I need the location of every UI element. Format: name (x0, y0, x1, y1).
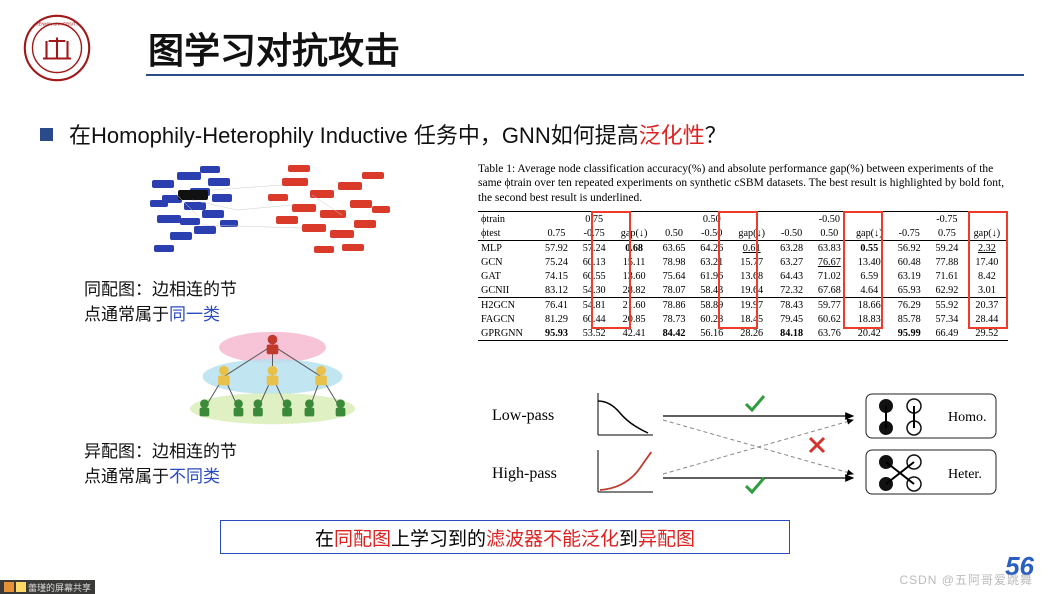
person-icon (4, 582, 14, 592)
bullet-square-icon (40, 128, 53, 141)
heterophily-caption-l1: 异配图：边相连的节 (84, 442, 237, 461)
filter-diagram: Low-pass High-pass (488, 388, 1008, 503)
table-row: GAT74.1560.5513.6075.6461.9613.6864.4371… (478, 269, 1008, 283)
screen-icon (16, 582, 26, 592)
lowpass-label: Low-pass (492, 407, 554, 424)
main-bullet: 在Homophily-Heterophily Inductive 任务中，GNN… (40, 118, 727, 150)
screenshare-footer: 蕾瑾的屏幕共享 (0, 580, 95, 594)
header-test: ϕtest (478, 226, 538, 241)
highpass-label: High-pass (492, 465, 557, 482)
table-row: FAGCN81.2960.4420.8578.7360.2818.4579.45… (478, 312, 1008, 326)
heterophily-caption-l2-hi: 不同类 (169, 467, 220, 486)
table-row: GCN75.2460.1315.1178.9863.2115.7763.2776… (478, 255, 1008, 269)
screenshare-label: 蕾瑾的屏幕共享 (28, 581, 91, 594)
homophily-caption: 同配图：边相连的节 点通常属于同一类 (84, 278, 237, 327)
conclusion-b: 滤波器不能泛化 (486, 524, 619, 551)
table-row: GCNII83.1254.3028.8278.0758.4319.6472.32… (478, 283, 1008, 298)
bullet-text-post: ？ (705, 123, 727, 148)
conclusion-post1: 到 (619, 524, 638, 551)
homophily-caption-l2-hi: 同一类 (169, 305, 220, 324)
header-train: ϕtrain (478, 212, 538, 227)
homophily-caption-l1: 同配图：边相连的节 (84, 280, 237, 299)
homophily-caption-l2-pre: 点通常属于 (84, 305, 169, 324)
slide-title: 图学习对抗攻击 (148, 22, 400, 74)
conclusion-box: 在同配图上学习到的滤波器不能泛化到异配图 (220, 520, 790, 554)
check-icon (746, 396, 764, 410)
cross-icon (810, 438, 824, 452)
heterophily-caption: 异配图：边相连的节 点通常属于不同类 (84, 440, 237, 489)
results-table-block: Table 1: Average node classification acc… (478, 162, 1008, 341)
heterophily-figure (185, 326, 360, 426)
svg-text:RENMIN UNIVERSITY: RENMIN UNIVERSITY (36, 22, 79, 27)
homophily-cluster-figure (142, 160, 392, 270)
results-table: ϕtrain0.750.50-0.50-0.75ϕtest0.75-0.75ga… (478, 211, 1008, 341)
heterophily-caption-l2-pre: 点通常属于 (84, 467, 169, 486)
table-row: GPRGNN95.9353.5242.4184.4256.1628.2684.1… (478, 326, 1008, 341)
conclusion-a: 同配图 (334, 524, 391, 551)
bullet-highlight: 泛化性 (639, 123, 705, 148)
conclusion-c: 异配图 (638, 524, 695, 551)
table-row: MLP57.9257.240.6863.6564.260.6163.2863.8… (478, 241, 1008, 256)
heter-label: Heter. (948, 467, 982, 482)
conclusion-mid: 上学习到的 (391, 524, 486, 551)
bullet-text-pre: 在Homophily-Heterophily Inductive 任务中，GNN… (69, 123, 639, 148)
slide: RENMIN UNIVERSITY 图学习对抗攻击 在Homophily-Het… (0, 0, 1046, 588)
table-caption: Table 1: Average node classification acc… (478, 162, 1008, 205)
conclusion-pre: 在 (315, 524, 334, 551)
watermark: CSDN @五阿哥爱跳舞 (899, 571, 1033, 588)
university-logo: RENMIN UNIVERSITY (22, 13, 92, 83)
homo-label: Homo. (948, 410, 987, 425)
title-underline (146, 74, 1024, 76)
table-row: H2GCN76.4154.8121.6078.8658.8919.9778.43… (478, 298, 1008, 313)
header: RENMIN UNIVERSITY 图学习对抗攻击 (0, 8, 1036, 88)
check-icon (746, 478, 764, 492)
